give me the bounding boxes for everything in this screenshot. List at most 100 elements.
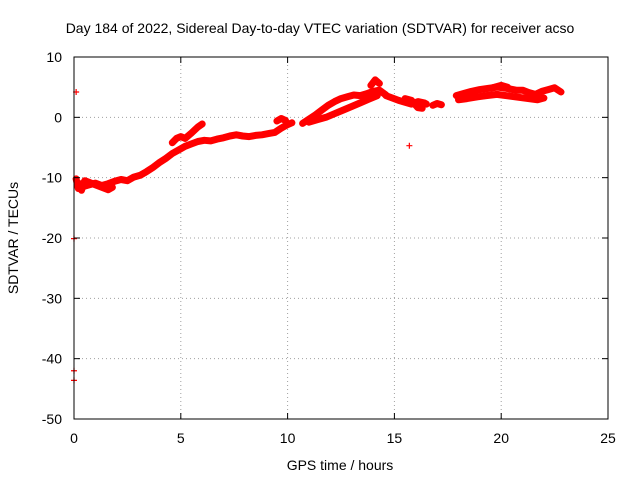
data-point (273, 117, 280, 124)
data-point (357, 92, 364, 99)
data-point (525, 89, 532, 96)
data-point (540, 95, 547, 102)
data-point (175, 146, 182, 153)
data-point (325, 102, 332, 109)
data-point (314, 116, 321, 123)
data-point (194, 138, 201, 145)
chart-title: Day 184 of 2022, Sidereal Day-to-day VTE… (66, 20, 575, 36)
data-point (374, 92, 381, 99)
data-point (489, 84, 496, 91)
grid-lines (74, 57, 608, 419)
y-tick-label: -20 (42, 230, 62, 246)
data-point (389, 95, 396, 102)
data-point (468, 88, 475, 95)
data-point (408, 97, 415, 104)
data-point (455, 96, 462, 103)
data-point (545, 86, 552, 93)
data-point (162, 155, 169, 162)
data-band (452, 83, 565, 100)
data-point (288, 119, 295, 126)
data-point (75, 185, 82, 192)
data-point (504, 84, 511, 91)
data-point (365, 96, 372, 103)
x-tick-labels: 0 5 10 15 20 25 (70, 430, 616, 446)
data-point (338, 95, 344, 102)
data-point (124, 177, 131, 184)
y-tick-label: -40 (42, 351, 62, 367)
data-point (476, 86, 483, 93)
data-point (376, 87, 383, 94)
data-point (207, 137, 214, 144)
data-point (143, 168, 150, 175)
data-point (278, 125, 285, 132)
data-point (188, 140, 195, 147)
data-point (323, 114, 330, 121)
data-points (71, 76, 565, 384)
x-tick-label: 0 (70, 430, 78, 446)
axis-ticks (73, 56, 609, 420)
data-point-isolated (406, 142, 413, 149)
data-point (376, 80, 383, 87)
data-point (493, 91, 500, 98)
data-point (265, 130, 272, 137)
data-point (156, 159, 163, 166)
data-point (513, 87, 520, 94)
data-point (534, 96, 541, 103)
data-point (182, 135, 189, 142)
data-point (305, 119, 312, 126)
data-point (182, 143, 189, 150)
data-point (258, 131, 265, 138)
x-tick-label: 25 (600, 430, 616, 446)
data-point (372, 76, 379, 83)
y-axis-title: SDTVAR / TECUs (5, 182, 21, 294)
data-point (331, 110, 338, 117)
data-point (199, 120, 206, 127)
data-point (348, 103, 355, 110)
data-point (105, 186, 112, 193)
data-point (169, 139, 176, 146)
data-point (551, 84, 558, 91)
data-point (130, 174, 137, 181)
data-point (382, 92, 389, 99)
data-point (220, 134, 227, 141)
data-point (150, 164, 157, 171)
data-point (252, 132, 259, 139)
data-point (402, 95, 409, 102)
data-point (239, 133, 246, 140)
data-point (483, 92, 490, 99)
y-tick-labels: -50 -40 -30 -20 -10 0 10 (42, 49, 62, 427)
y-tick-label: 0 (54, 109, 62, 125)
x-tick-label: 20 (493, 430, 509, 446)
data-point (278, 115, 285, 122)
data-point (519, 87, 526, 94)
data-point (363, 90, 370, 97)
data-point (474, 93, 481, 100)
data-point (299, 120, 306, 127)
data-point (419, 105, 426, 112)
data-point (177, 133, 184, 140)
data-point (271, 129, 278, 136)
data-point (423, 101, 430, 108)
data-point (438, 101, 445, 108)
data-point (357, 99, 364, 106)
data-point (344, 93, 351, 100)
data-point (246, 133, 253, 140)
x-tick-label: 5 (177, 430, 185, 446)
data-point (233, 131, 240, 138)
data-point (318, 107, 325, 114)
x-axis-title: GPS time / hours (287, 457, 394, 473)
y-tick-label: 10 (46, 49, 62, 65)
y-tick-label: -10 (42, 170, 62, 186)
data-point (498, 82, 505, 89)
data-point (558, 88, 565, 95)
data-point (77, 180, 84, 187)
data-point (414, 104, 421, 111)
x-tick-label: 15 (387, 430, 403, 446)
data-point (81, 177, 88, 184)
data-point (350, 92, 357, 99)
x-tick-label: 10 (280, 430, 296, 446)
data-point (282, 117, 289, 124)
data-point (173, 135, 180, 142)
data-point (78, 187, 85, 194)
